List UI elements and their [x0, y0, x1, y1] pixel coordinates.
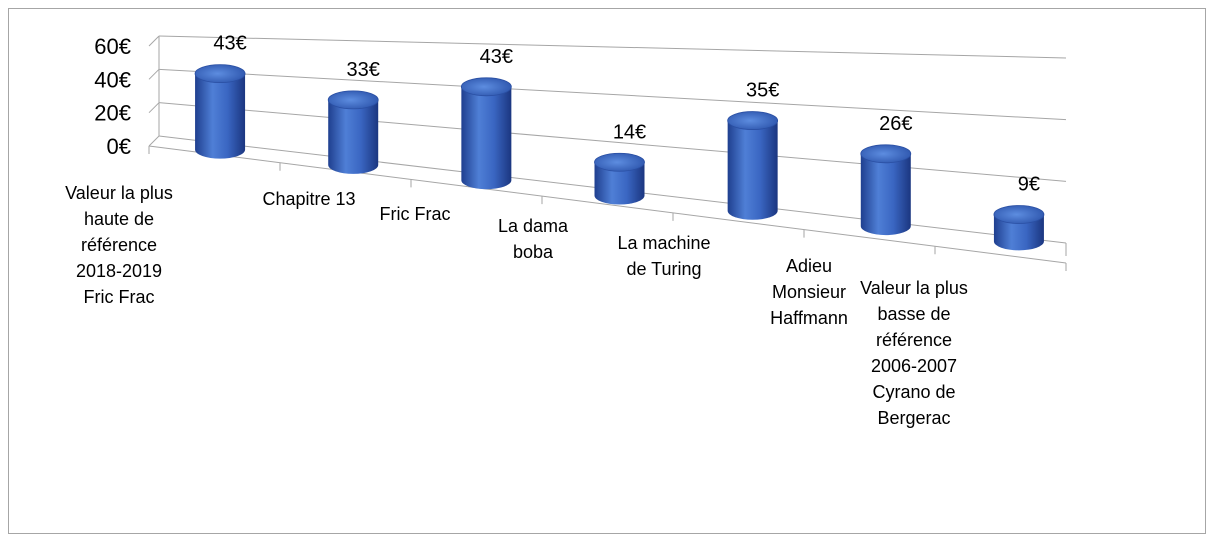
bar-cylinder	[860, 144, 912, 236]
bar-cylinder	[993, 205, 1045, 251]
bar-body	[860, 153, 911, 236]
bar-top	[860, 144, 912, 164]
bar-body	[328, 99, 379, 174]
data-label: 9€	[1018, 174, 1040, 196]
data-label: 35€	[746, 80, 779, 102]
gridline-connector	[148, 68, 160, 80]
bar-body	[195, 73, 246, 159]
bar-body	[461, 86, 512, 190]
bar-cylinder	[594, 152, 645, 205]
category-label: Valeur la plus haute de référence 2018-2019…	[65, 183, 173, 307]
bar-cylinder	[194, 64, 246, 159]
gridline-connector	[148, 102, 160, 114]
bar-top	[327, 90, 379, 110]
category-label: Chapitre 13	[262, 189, 355, 209]
bar-body	[727, 120, 778, 220]
bar-top	[993, 205, 1045, 224]
y-tick-labels: 0€ 20€ 40€ 60€	[94, 34, 131, 159]
bar-top	[727, 111, 779, 130]
data-label: 14€	[613, 121, 646, 143]
bar-top	[594, 152, 645, 172]
bar-top	[194, 64, 246, 84]
category-axis	[148, 145, 1067, 264]
data-labels: 43€ 33€ 43€ 14€ 35€ 26€ 9€	[213, 33, 1040, 196]
bar-cylinder	[727, 111, 779, 220]
y-tick-label: 40€	[94, 67, 131, 92]
bars-layer	[194, 64, 1045, 251]
chart-svg: 0€ 20€ 40€ 60€ 43€ 33€ 43€ 14€ 35€ 26€ 9€ Valeur …	[65, 33, 1067, 428]
bar-body	[594, 162, 645, 205]
category-label: Adieu Monsieur Haffmann	[770, 256, 848, 328]
bar-cylinder	[460, 77, 512, 190]
chart-frame: 0€ 20€ 40€ 60€ 43€ 33€ 43€ 14€ 35€ 26€ 9€ Valeur …	[8, 8, 1206, 534]
gridline-connector	[148, 135, 160, 147]
y-tick-label: 20€	[94, 101, 131, 126]
category-label: La dama boba	[498, 216, 569, 262]
gridline	[158, 102, 1067, 182]
gridline	[158, 68, 1067, 121]
category-label: La machine de Turing	[617, 233, 710, 279]
data-label: 33€	[347, 59, 380, 81]
gridline-connector	[148, 35, 160, 47]
category-label: Valeur la plus basse de référence 2006-2007…	[860, 278, 968, 428]
category-label: Fric Frac	[380, 204, 451, 224]
data-label: 43€	[480, 46, 513, 68]
y-tick-label: 60€	[94, 34, 131, 59]
bar-top	[460, 77, 512, 97]
bar-body	[993, 214, 1044, 251]
data-label: 43€	[213, 33, 246, 55]
category-labels: Valeur la plus haute de référence 2018-2019…	[65, 183, 968, 428]
data-label: 26€	[879, 113, 912, 135]
y-tick-label: 0€	[107, 134, 131, 159]
gridline	[158, 35, 1067, 59]
axes-layer	[148, 35, 1067, 271]
bar-cylinder	[327, 90, 379, 174]
